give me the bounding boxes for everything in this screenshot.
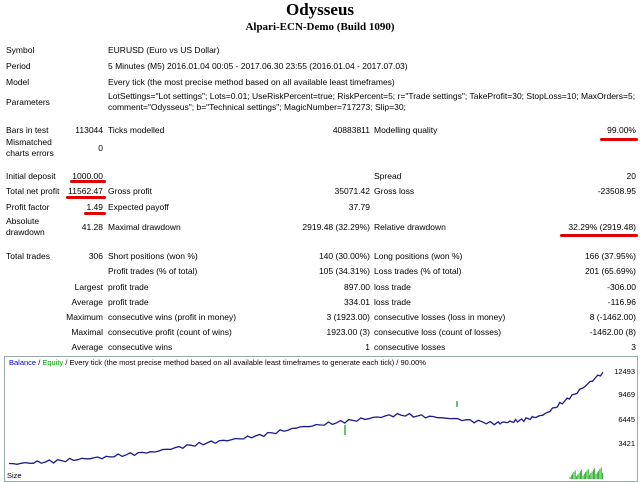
balance-chart: Balance / Equity / Every tick (the most … <box>4 356 638 482</box>
long-value: 166 (37.95%) <box>584 251 636 261</box>
bars-label: Bars in test <box>6 125 49 135</box>
expected-payoff-label: Expected payoff <box>108 202 169 212</box>
deposit-label: Initial deposit <box>6 171 56 181</box>
short-label: Short positions (won %) <box>108 251 198 261</box>
maximal-label: Maximal <box>71 327 103 337</box>
avg-cons-losses-value: 3 <box>631 342 636 352</box>
abs-drawdown-label: Absolute drawdown <box>6 216 45 237</box>
legend-sep: / <box>36 358 43 367</box>
profit-trades-value: 105 (34.31%) <box>318 266 370 276</box>
max-cons-losses-label: consecutive losses (loss in money) <box>374 312 506 322</box>
loss-trades-label: Loss trades (% of total) <box>374 266 462 276</box>
deposit-value: 1000.00 <box>72 171 103 181</box>
average2-label: Average <box>71 342 103 352</box>
avg-profit-value: 334.01 <box>344 297 370 307</box>
ticks-value: 40883811 <box>332 125 370 135</box>
largest-profit-label: profit trade <box>108 282 149 292</box>
total-trades-value: 306 <box>88 251 103 261</box>
parameters-label: Parameters <box>6 97 50 107</box>
largest-label: Largest <box>74 282 103 292</box>
period-label: Period <box>6 61 31 71</box>
model-value: Every tick (the most precise method base… <box>108 77 395 87</box>
rel-drawdown-label: Relative drawdown <box>374 222 446 232</box>
report-subtitle: Alpari-ECN-Demo (Build 1090) <box>245 21 395 33</box>
maximum-label: Maximum <box>66 312 103 322</box>
avg-loss-label: loss trade <box>374 297 411 307</box>
max-drawdown-label: Maximal drawdown <box>108 222 181 232</box>
avg-cons-wins-label: consecutive wins <box>108 342 173 352</box>
parameters-value: LotSettings="Lot settings"; Lots=0.01; U… <box>108 91 636 112</box>
spread-value: 20 <box>626 171 636 181</box>
y-tick: 6445 <box>618 415 635 424</box>
mismatched-value: 0 <box>98 143 103 153</box>
y-tick: 12493 <box>614 367 635 376</box>
largest-loss-label: loss trade <box>374 282 411 292</box>
maximal-cons-loss-label: consecutive loss (count of losses) <box>374 327 502 337</box>
max-drawdown-value: 2919.48 (32.29%) <box>302 222 370 232</box>
balance-line <box>8 371 604 465</box>
net-profit-underline <box>66 196 106 199</box>
size-label: Size <box>7 471 22 480</box>
maximal-cons-loss-value: -1462.00 (8) <box>589 327 636 337</box>
quality-underline <box>600 138 638 141</box>
avg-loss-value: -116.96 <box>607 297 636 307</box>
legend-balance: Balance <box>9 358 37 367</box>
quality-value: 99.00% <box>607 125 636 135</box>
legend-equity: Equity <box>42 358 64 367</box>
long-label: Long positions (won %) <box>374 251 463 261</box>
avg-cons-losses-label: consecutive losses <box>374 342 446 352</box>
gross-loss-label: Gross loss <box>374 186 415 196</box>
period-value: 5 Minutes (M5) 2016.01.04 00:05 - 2017.0… <box>108 61 408 71</box>
max-cons-wins-label: consecutive wins (profit in money) <box>108 312 237 322</box>
spread-label: Spread <box>374 171 402 181</box>
maximal-cons-profit-value: 1923.00 (3) <box>326 327 370 337</box>
short-value: 140 (30.00%) <box>318 251 370 261</box>
quality-label: Modelling quality <box>374 125 438 135</box>
report-title: Odysseus <box>285 0 355 19</box>
expected-payoff-value: 37.79 <box>348 202 370 212</box>
gross-profit-label: Gross profit <box>108 186 152 196</box>
total-trades-label: Total trades <box>6 251 50 261</box>
max-cons-wins-value: 3 (1923.00) <box>326 312 370 322</box>
chart-legend: Balance / Equity / Every tick (the most … <box>9 358 426 367</box>
y-tick: 9469 <box>618 390 635 399</box>
profit-factor-label: Profit factor <box>6 202 50 212</box>
avg-profit-label: profit trade <box>108 297 149 307</box>
average-label: Average <box>71 297 103 307</box>
deposit-underline <box>70 180 106 183</box>
maximal-cons-profit-label: consecutive profit (count of wins) <box>108 327 232 337</box>
gross-profit-value: 35071.42 <box>334 186 370 196</box>
profit-factor-value: 1.49 <box>86 202 103 212</box>
largest-loss-value: -306.00 <box>607 282 636 292</box>
legend-rest: / Every tick (the most precise method ba… <box>63 358 426 367</box>
ticks-label: Ticks modelled <box>108 125 165 135</box>
symbol-label: Symbol <box>6 45 35 55</box>
chart-plot <box>8 371 604 479</box>
abs-drawdown-value: 41.28 <box>81 222 103 232</box>
profit-factor-underline <box>84 212 106 215</box>
model-label: Model <box>6 77 30 87</box>
rel-drawdown-value: 32.29% (2919.48) <box>568 222 636 232</box>
largest-profit-value: 897.00 <box>344 282 370 292</box>
loss-trades-value: 201 (65.69%) <box>584 266 636 276</box>
symbol-value: EURUSD (Euro vs US Dollar) <box>108 45 220 55</box>
gross-loss-value: -23508.95 <box>597 186 636 196</box>
profit-trades-label: Profit trades (% of total) <box>108 266 198 276</box>
net-profit-value: 11562.47 <box>68 186 103 196</box>
rel-drawdown-underline <box>560 234 638 237</box>
y-tick: 3421 <box>618 439 635 448</box>
mismatched-label: Mismatched charts errors <box>6 137 54 158</box>
max-cons-losses-value: 8 (-1462.00) <box>589 312 636 322</box>
bars-value: 113044 <box>75 125 103 135</box>
net-profit-label: Total net profit <box>6 186 60 196</box>
avg-cons-wins-value: 1 <box>365 342 370 352</box>
